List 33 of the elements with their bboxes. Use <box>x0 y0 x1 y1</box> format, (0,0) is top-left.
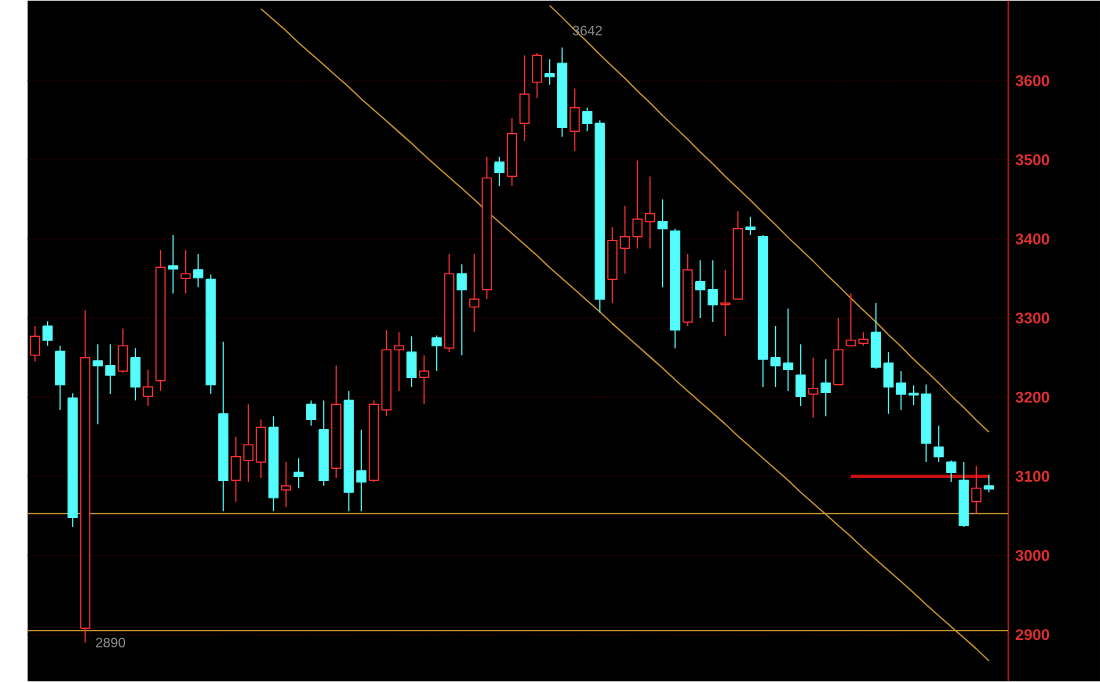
candlestick <box>720 269 731 337</box>
candlestick <box>306 399 317 427</box>
candlestick <box>983 474 994 493</box>
candlestick <box>808 357 819 419</box>
candlestick <box>519 54 530 142</box>
candlestick <box>55 345 66 411</box>
candlestick <box>494 156 505 187</box>
candlestick <box>418 354 430 405</box>
candlestick <box>958 461 969 528</box>
candlestick <box>833 317 844 386</box>
line-series <box>548 4 990 433</box>
candlestick <box>280 461 292 508</box>
candlestick <box>42 320 53 347</box>
candlestick <box>569 87 580 152</box>
candlestick <box>933 425 944 463</box>
candlestick <box>456 263 467 356</box>
candlestick <box>795 343 806 407</box>
candlestick <box>142 368 154 407</box>
candlestick <box>193 253 204 288</box>
candlestick <box>167 234 179 295</box>
candlestick <box>971 465 982 515</box>
candlestick <box>431 334 442 372</box>
candlestick <box>293 457 304 489</box>
candlestick <box>820 358 831 417</box>
candlestick <box>130 347 141 401</box>
candlestick <box>469 253 480 333</box>
candlestick <box>657 198 668 288</box>
candlestick <box>745 216 756 236</box>
candlestick <box>531 52 543 99</box>
candlestick <box>180 249 191 295</box>
candlestick <box>406 335 417 388</box>
candlestick <box>506 117 518 187</box>
candlestick <box>117 327 128 374</box>
